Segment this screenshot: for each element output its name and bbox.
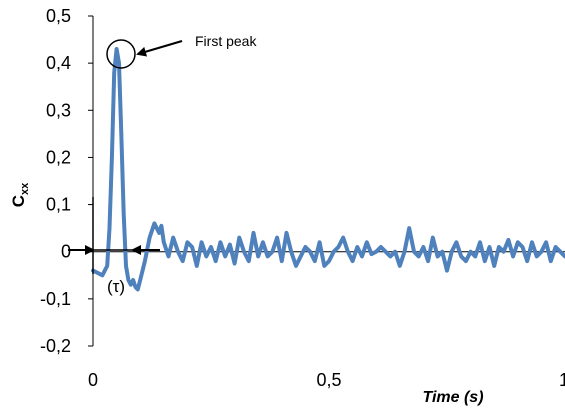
x-tick-labels: 0 0,5 1: [88, 370, 565, 390]
y-axis-label: Cxx: [9, 182, 31, 207]
series-line: [91, 47, 565, 292]
y-tick-label: 0,2: [46, 147, 71, 167]
y-tick-label: 0,3: [46, 100, 71, 120]
peak-arrow: [136, 40, 183, 57]
axes: [92, 16, 565, 346]
first-peak-annotation: First peak: [106, 33, 257, 69]
y-tick-label: 0: [61, 242, 71, 262]
y-tick-label: -0,2: [40, 336, 71, 356]
x-tick-label: 0,5: [316, 370, 341, 390]
y-tick-label: 0,5: [46, 6, 71, 26]
y-axis-label-sub: xx: [19, 182, 31, 195]
y-tick-label: -0,1: [40, 289, 71, 309]
peak-label: First peak: [195, 33, 257, 49]
tau-label: (τ): [107, 277, 125, 296]
y-axis-label-main: C: [9, 195, 28, 207]
tau-annotation: (τ): [68, 197, 160, 296]
y-tick-labels: 0,5 0,4 0,3 0,2 0,1 0 -0,1 -0,2: [40, 6, 93, 356]
y-tick-label: 0,1: [46, 195, 71, 215]
x-tick-label: 0: [88, 370, 98, 390]
peak-circle: [106, 39, 136, 69]
x-tick-label: 1: [559, 370, 565, 390]
y-tick-label: 0,4: [46, 53, 71, 73]
x-axis-label: Time (s): [422, 389, 483, 406]
series-layer: [91, 47, 565, 292]
